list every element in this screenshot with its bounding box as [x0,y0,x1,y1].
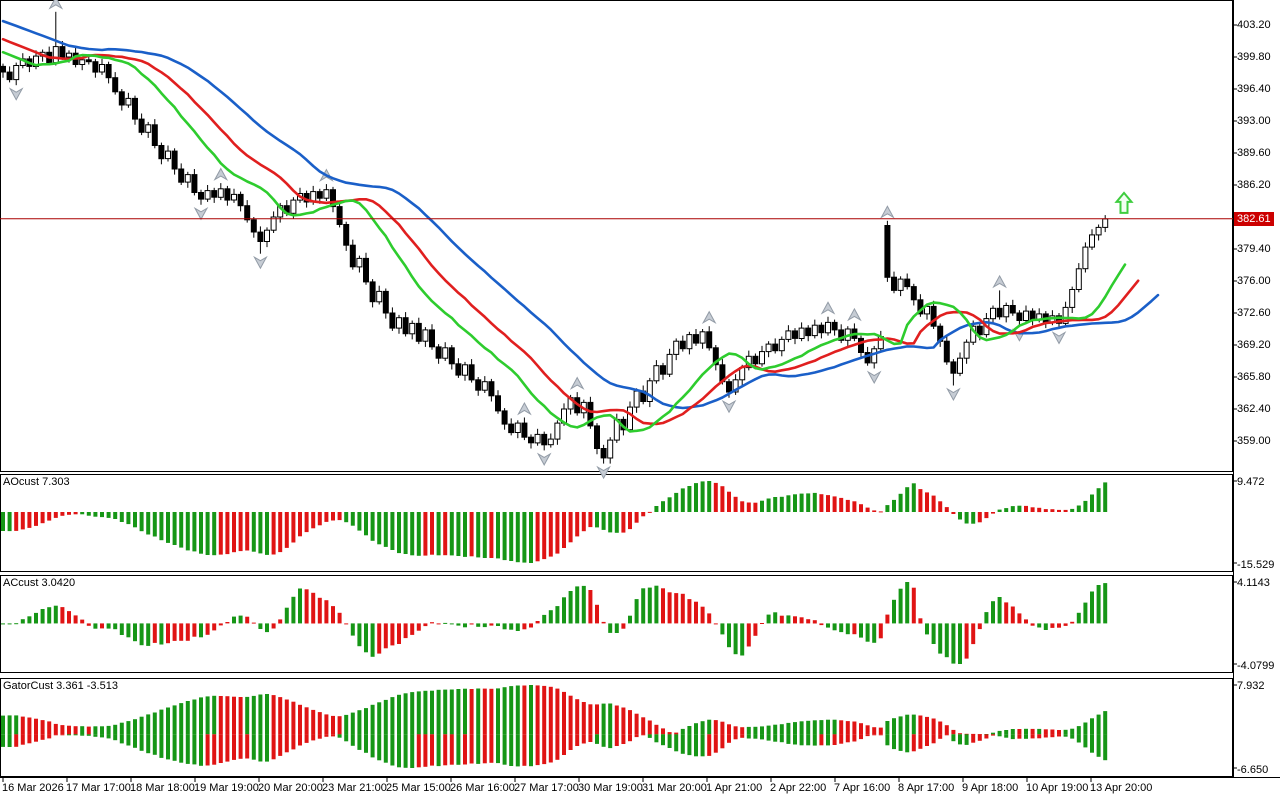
price-axis-label: 403.20 [1237,19,1271,31]
time-axis-label: 27 Mar 17:00 [514,782,579,794]
alligator-jaw-line [1,19,1160,410]
time-axis-label: 20 Mar 20:00 [258,782,323,794]
price-axis-label: 389.60 [1237,147,1271,159]
time-axis-label: 30 Mar 19:00 [578,782,643,794]
fractal-up-icon [847,307,862,322]
price-axis-label: 376.00 [1237,275,1271,287]
gator-panel-border [0,678,1233,777]
fractal-up-icon [820,301,836,315]
time-axis-label: 31 Mar 20:00 [642,782,707,794]
fractal-up-icon [992,274,1007,289]
time-axis-label: 1 Apr 21:00 [706,782,763,794]
time-axis-label: 19 Mar 19:00 [194,782,259,794]
price-axis-label: 372.60 [1237,307,1271,319]
time-axis-label: 7 Apr 16:00 [834,782,891,794]
gator-panel-label: GatorCust 3.361 -3.513 [3,680,118,692]
price-axis-label: 365.80 [1237,371,1271,383]
ac-panel-label: ACcust 3.0420 [3,577,76,589]
fractal-up-icon [213,167,229,181]
fractal-up-icon [569,376,585,390]
fractal-down-icon [1051,331,1067,345]
fractal-down-icon [596,465,611,480]
fractal-up-icon [701,310,717,325]
price-axis-label: 359.00 [1237,435,1271,447]
ao-scale-min: -15.529 [1237,559,1275,571]
fractal-arrows [8,0,1067,480]
ac-scale-min: -4.0799 [1237,660,1275,672]
gator-scale-max: 7.932 [1237,680,1265,692]
time-axis-label: 25 Mar 15:00 [386,782,451,794]
time-axis-label: 8 Apr 17:00 [898,782,955,794]
fractal-up-icon [880,205,895,219]
gator-scale-min: -6.650 [1237,764,1269,776]
ao-panel-label: AOcust 7.303 [3,476,70,488]
ao-panel-border [0,474,1233,572]
ac-panel-border [0,575,1233,673]
fractal-down-icon [866,370,882,385]
time-axis-label: 13 Apr 20:00 [1090,782,1153,794]
time-axis-label: 26 Mar 16:00 [450,782,515,794]
price-axis-label: 379.40 [1237,243,1271,255]
price-axis-label: 396.40 [1237,83,1271,95]
price-axis-label: 362.40 [1237,403,1271,415]
gator-histogram [1,685,1108,768]
time-axis-label: 16 Mar 2026 [2,782,64,794]
fractal-up-icon [48,0,64,10]
ao-histogram [1,481,1108,563]
buy-signal-arrow-icon [1114,191,1134,214]
price-axis-label: 386.20 [1237,179,1271,191]
fractal-down-icon [193,206,209,221]
time-axis-label: 10 Apr 19:00 [1026,782,1089,794]
ao-scale-max: 9.472 [1237,476,1265,488]
candlestick-series [0,11,1109,464]
price-axis-label: 399.80 [1237,51,1271,63]
time-axis-label: 18 Mar 18:00 [130,782,195,794]
fractal-down-icon [536,452,552,466]
alligator-lips-line [1,50,1127,433]
price-axis-label: 369.20 [1237,339,1271,351]
fractal-down-icon [946,387,961,402]
alligator-teeth-line [1,37,1140,426]
time-axis-label: 23 Mar 21:00 [322,782,387,794]
fractal-up-icon [517,401,532,416]
fractal-down-icon [8,87,24,101]
fractal-down-icon [721,399,737,414]
time-axis-label: 9 Apr 18:00 [962,782,1019,794]
time-axis-label: 2 Apr 22:00 [770,782,827,794]
ac-scale-max: 4.1143 [1237,577,1270,589]
bid-price-tag: 382.61 [1234,211,1274,226]
fractal-down-icon [253,255,268,270]
price-axis-label: 393.00 [1237,115,1271,127]
main-panel-border [0,0,1233,472]
time-axis-label: 17 Mar 17:00 [66,782,131,794]
ac-histogram [1,582,1108,664]
